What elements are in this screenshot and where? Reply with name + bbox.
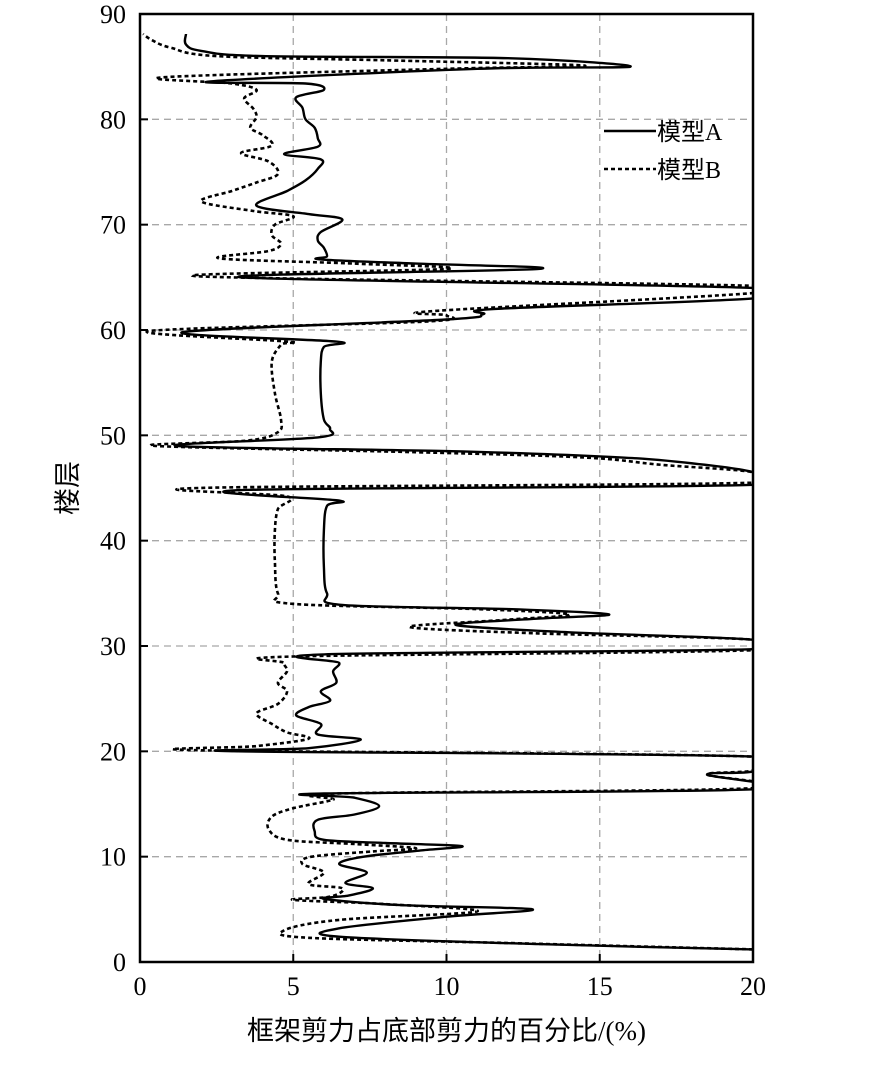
x-tick-label: 20 [740, 972, 766, 1001]
y-axis-title: 楼层 [53, 461, 83, 515]
y-tick-label: 50 [100, 421, 126, 450]
y-tick-label: 80 [100, 105, 126, 134]
y-tick-label: 0 [113, 948, 126, 977]
axis-ticks: 0 5 10 15 20 0 10 20 30 40 50 60 70 80 90 [100, 0, 766, 1001]
y-tick-label: 20 [100, 737, 126, 766]
series-lines [142, 32, 753, 951]
x-tick-label: 5 [287, 972, 300, 1001]
y-tick-label: 70 [100, 211, 126, 240]
y-tick-label: 10 [100, 843, 126, 872]
legend-label: 模型A [657, 119, 723, 146]
x-tick-label: 15 [587, 972, 613, 1001]
y-tick-label: 30 [100, 632, 126, 661]
legend: 模型A 模型B [604, 119, 723, 184]
x-tick-label: 10 [434, 972, 460, 1001]
y-tick-label: 90 [100, 0, 126, 29]
x-tick-label: 0 [134, 972, 147, 1001]
y-tick-label: 40 [100, 527, 126, 556]
legend-label: 模型B [657, 157, 721, 184]
series-line-model-b [142, 32, 753, 951]
x-axis-title: 框架剪力占底部剪力的百分比/(%) [247, 1016, 646, 1046]
y-tick-label: 60 [100, 316, 126, 345]
